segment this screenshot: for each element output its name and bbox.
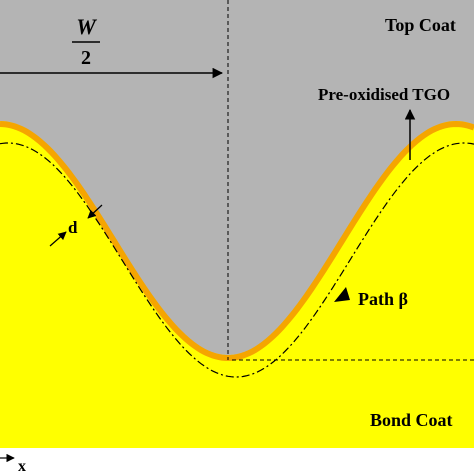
x-axis-label: x: [18, 458, 26, 474]
d-arrow-top: [87, 204, 103, 219]
d-arrow-bottom: [49, 231, 67, 247]
path-arrowhead: [334, 287, 350, 302]
tgo-layer: [0, 120, 474, 362]
w-denominator: 2: [81, 47, 91, 69]
tgo-label: Pre-oxidised TGO: [318, 85, 450, 104]
path-beta-line: [0, 142, 474, 378]
top-coat-region: [0, 0, 474, 355]
bond-coat-label: Bond Coat: [370, 410, 453, 430]
path-label: Path β: [358, 289, 408, 309]
w-numerator: W: [76, 14, 97, 39]
d-label: d: [68, 218, 78, 237]
top-coat-label: Top Coat: [385, 15, 456, 35]
